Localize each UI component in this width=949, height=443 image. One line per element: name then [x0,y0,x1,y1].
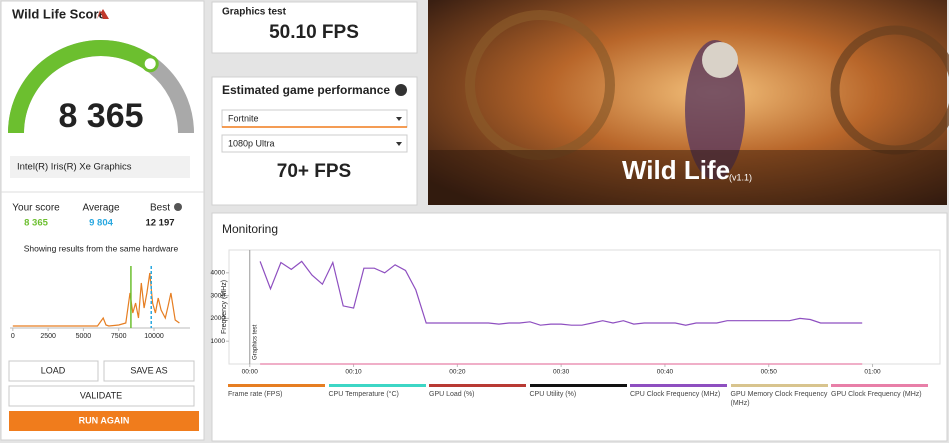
panel-title: Monitoring [222,222,278,236]
x-tick-label: 00:40 [657,369,674,376]
legend-label: CPU Temperature (°C) [328,391,399,398]
banner-figure [685,40,745,180]
legend-label: GPU Memory Clock Frequency (MHz) [730,391,828,407]
legend-label: CPU Utility (%) [529,391,577,398]
legend-item[interactable]: CPU Temperature (°C) [328,384,426,408]
button-label: LOAD [41,365,66,375]
score-title: Wild Life Score [12,6,106,21]
caret [396,117,402,121]
info-icon[interactable] [395,84,407,96]
x-tick-label: 2500 [40,333,56,340]
phase-label: Graphics test [252,324,258,360]
stat-value: 8 365 [24,218,48,229]
stat-value: 9 804 [89,218,113,229]
legend-swatch [730,384,828,387]
legend-item[interactable]: GPU Load (%) [429,384,526,408]
fps-result: 50.10 FPS [269,22,359,43]
stat-value: 12 197 [145,218,174,229]
run-again-button[interactable] [9,411,199,431]
panel-title: Graphics test [222,7,287,18]
caret [396,142,402,146]
graphics-test-panel [211,1,418,54]
gauge-fill [8,40,155,134]
legend-label: GPU Clock Frequency (MHz) [831,391,922,398]
legend-label: Frame rate (FPS) [228,391,283,398]
preset-dropdown[interactable] [221,134,408,153]
info-icon[interactable] [174,203,182,211]
banner-helmet [702,42,738,78]
banner-shade [428,150,947,205]
distribution-line [12,272,180,327]
y-tick-label: 4000 [211,270,226,277]
x-tick-label: 00:50 [761,369,778,376]
y-tick-label: 3000 [211,292,226,299]
warning-icon [97,9,109,19]
distribution-caption: Showing results from the same hardware [24,243,179,253]
x-tick-label: 00:30 [553,369,570,376]
button-label: SAVE AS [130,365,167,375]
legend-item[interactable]: GPU Memory Clock Frequency (MHz) [730,384,828,408]
banner-ring [830,25,949,155]
x-tick-label: 00:10 [345,369,362,376]
x-tick-label: 0 [11,333,15,340]
fps-estimate: 70+ FPS [277,161,351,182]
legend: Frame rate (FPS) CPU Temperature (°C) GPU … [228,384,940,408]
legend-swatch [630,384,727,387]
x-tick-label: 00:20 [449,369,466,376]
banner-ring [465,10,615,160]
distribution-chart: 0 2500 5000 7500 10000 [10,266,190,340]
button-label: VALIDATE [80,390,122,400]
legend-swatch [429,384,526,387]
x-tick-label: 10000 [144,333,164,340]
gauge-knob [141,55,159,73]
x-tick-label: 5000 [76,333,92,340]
validate-button[interactable] [8,385,195,407]
legend-swatch [831,384,928,387]
legend-item[interactable]: CPU Clock Frequency (MHz) [630,384,727,408]
legend-item[interactable]: GPU Clock Frequency (MHz) [831,384,928,408]
load-button[interactable] [8,360,99,382]
legend-swatch [529,384,627,387]
panel-title: Estimated game performance [222,83,390,97]
series-line [259,260,863,326]
stat-label: Best [150,203,170,214]
monitoring-panel [211,212,948,442]
save-button[interactable] [103,360,195,382]
gpu-name: Intel(R) Iris(R) Xe Graphics [17,162,132,173]
x-tick-label: 01:00 [864,369,881,376]
y-tick-label: 2000 [211,315,226,322]
dropdown-value: Fortnite [228,113,259,123]
banner-version: (v1.1) [729,172,752,182]
stat-label: Your score [12,203,60,214]
legend-swatch [328,384,426,387]
banner-title: Wild Life [622,155,730,185]
score-value: 8 365 [58,97,143,135]
legend-label: GPU Load (%) [429,391,475,398]
legend-swatch [228,384,325,387]
x-tick-label: 00:00 [242,369,259,376]
dropdown-value: 1080p Ultra [228,138,275,148]
monitoring-chart: 1000 2000 3000 4000 00:00 00:10 00:20 00:30 00:4… [211,249,941,376]
y-tick-label: 1000 [211,338,226,345]
stat-label: Average [82,203,120,214]
legend-item[interactable]: Frame rate (FPS) [228,384,325,408]
legend-item[interactable]: CPU Utility (%) [529,384,627,408]
x-tick-label: 7500 [111,333,127,340]
gpu-box [10,156,190,178]
y-axis-label: Frequency (MHz) [221,280,228,334]
legend-label: CPU Clock Frequency (MHz) [630,391,721,398]
button-label: RUN AGAIN [79,415,130,425]
